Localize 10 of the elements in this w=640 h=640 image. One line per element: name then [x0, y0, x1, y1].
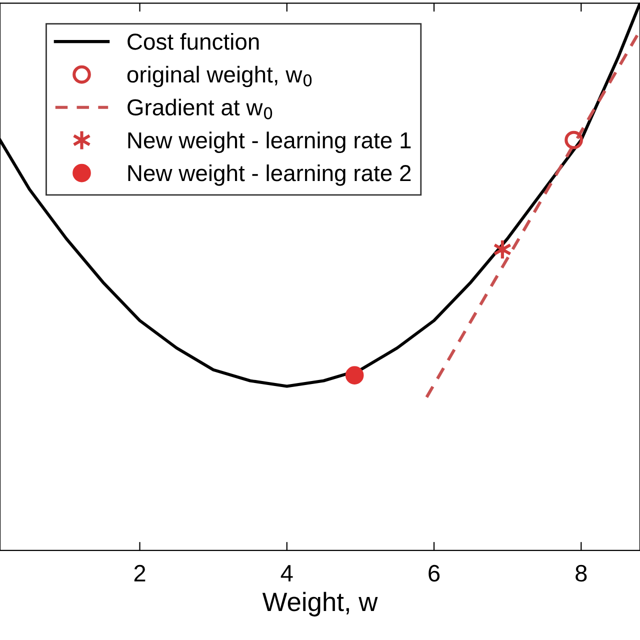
legend-label: New weight - learning rate 2: [128, 164, 411, 186]
legend-label: Cost function: [128, 32, 259, 50]
x-tick-label: 2: [134, 564, 146, 582]
x-tick-label: 6: [428, 564, 440, 582]
x-tick-label: 8: [576, 564, 587, 582]
legend-label: New weight - learning rate 1: [128, 132, 411, 153]
legend-label: Gradient at w$_{0}$: [128, 98, 272, 120]
legend-label: original weight, w$_{0}$: [127, 66, 312, 88]
x-axis-title: Weight, w: [262, 592, 378, 616]
x-tick-label: 4: [280, 565, 293, 582]
